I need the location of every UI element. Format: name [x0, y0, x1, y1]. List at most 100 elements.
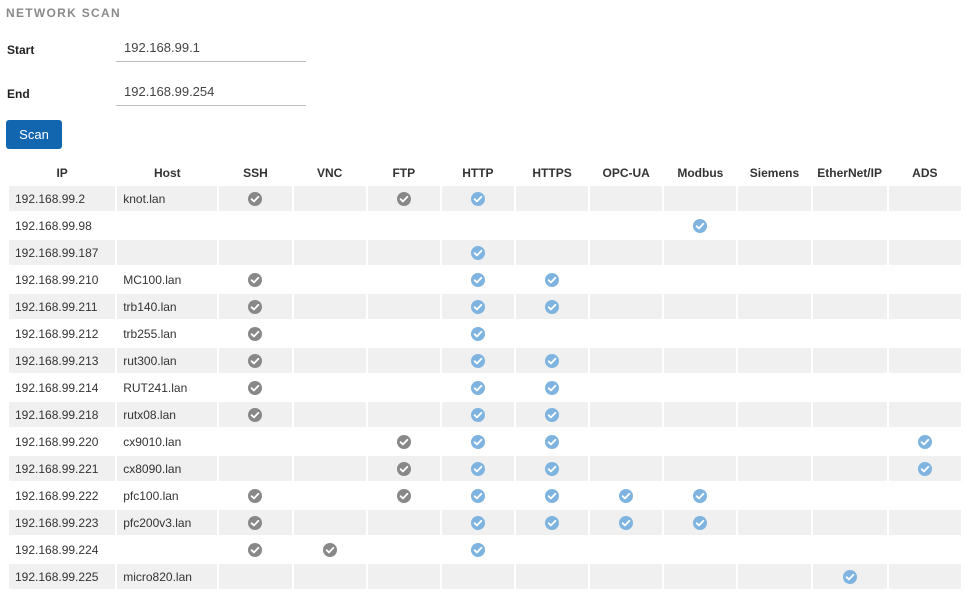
service-cell-siemens: [738, 374, 810, 401]
service-cell-modbus: [664, 401, 736, 428]
service-cell-http: [442, 239, 514, 266]
column-header-opc-ua: OPC-UA: [590, 160, 662, 185]
service-cell-ads: [889, 320, 961, 347]
check-icon: [471, 543, 485, 557]
column-header-ftp: FTP: [368, 160, 440, 185]
service-cell-siemens: [738, 482, 810, 509]
service-cell-ftp: [368, 347, 440, 374]
service-cell-vnc: [294, 185, 366, 212]
service-cell-ethernetip: [813, 320, 887, 347]
service-cell-ssh: [219, 185, 291, 212]
ip-cell: 192.168.99.187: [9, 239, 115, 266]
service-cell-ads: [889, 482, 961, 509]
check-icon: [248, 408, 262, 422]
column-header-http: HTTP: [442, 160, 514, 185]
service-cell-http: [442, 563, 514, 590]
service-cell-ethernetip: [813, 401, 887, 428]
service-cell-ssh: [219, 266, 291, 293]
service-cell-vnc: [294, 563, 366, 590]
service-cell-ssh: [219, 293, 291, 320]
start-ip-input[interactable]: [116, 34, 306, 62]
service-cell-https: [516, 428, 588, 455]
service-cell-vnc: [294, 266, 366, 293]
service-cell-vnc: [294, 401, 366, 428]
service-cell-siemens: [738, 185, 810, 212]
service-cell-vnc: [294, 212, 366, 239]
service-cell-siemens: [738, 320, 810, 347]
service-cell-http: [442, 320, 514, 347]
service-cell-ads: [889, 185, 961, 212]
check-icon: [471, 489, 485, 503]
service-cell-opcua: [590, 320, 662, 347]
check-icon: [545, 489, 559, 503]
ip-cell: 192.168.99.211: [9, 293, 115, 320]
check-icon: [248, 354, 262, 368]
check-icon: [619, 489, 633, 503]
check-icon: [693, 489, 707, 503]
service-cell-https: [516, 509, 588, 536]
check-icon: [471, 192, 485, 206]
table-row: 192.168.99.224: [9, 536, 961, 563]
check-icon: [471, 381, 485, 395]
service-cell-siemens: [738, 455, 810, 482]
service-cell-http: [442, 455, 514, 482]
service-cell-ssh: [219, 563, 291, 590]
service-cell-ftp: [368, 239, 440, 266]
service-cell-ethernetip: [813, 428, 887, 455]
service-cell-vnc: [294, 239, 366, 266]
scan-button[interactable]: Scan: [6, 120, 62, 149]
ip-cell: 192.168.99.218: [9, 401, 115, 428]
table-row: 192.168.99.211 trb140.lan: [9, 293, 961, 320]
service-cell-modbus: [664, 536, 736, 563]
service-cell-ethernetip: [813, 536, 887, 563]
service-cell-opcua: [590, 293, 662, 320]
check-icon: [471, 327, 485, 341]
column-header-ip: IP: [9, 160, 115, 185]
service-cell-http: [442, 266, 514, 293]
column-header-siemens: Siemens: [738, 160, 810, 185]
service-cell-ethernetip: [813, 266, 887, 293]
service-cell-ftp: [368, 428, 440, 455]
service-cell-opcua: [590, 536, 662, 563]
check-icon: [248, 192, 262, 206]
service-cell-siemens: [738, 401, 810, 428]
check-icon: [619, 516, 633, 530]
service-cell-vnc: [294, 320, 366, 347]
table-row: 192.168.99.214 RUT241.lan: [9, 374, 961, 401]
ip-cell: 192.168.99.212: [9, 320, 115, 347]
check-icon: [545, 408, 559, 422]
service-cell-ads: [889, 509, 961, 536]
check-icon: [397, 489, 411, 503]
service-cell-vnc: [294, 428, 366, 455]
check-icon: [693, 219, 707, 233]
service-cell-vnc: [294, 536, 366, 563]
host-cell: cx8090.lan: [117, 455, 217, 482]
service-cell-https: [516, 320, 588, 347]
service-cell-ftp: [368, 320, 440, 347]
check-icon: [545, 516, 559, 530]
service-cell-ads: [889, 536, 961, 563]
service-cell-ssh: [219, 239, 291, 266]
service-cell-ethernetip: [813, 347, 887, 374]
service-cell-ethernetip: [813, 239, 887, 266]
service-cell-http: [442, 185, 514, 212]
service-cell-ssh: [219, 455, 291, 482]
service-cell-ftp: [368, 563, 440, 590]
service-cell-modbus: [664, 455, 736, 482]
service-cell-vnc: [294, 374, 366, 401]
service-cell-http: [442, 293, 514, 320]
service-cell-opcua: [590, 185, 662, 212]
check-icon: [471, 246, 485, 260]
ip-cell: 192.168.99.223: [9, 509, 115, 536]
table-body: 192.168.99.2 knot.lan 192.168.99.98 192.168…: [9, 185, 961, 590]
service-cell-modbus: [664, 293, 736, 320]
service-cell-http: [442, 374, 514, 401]
start-label: Start: [7, 43, 34, 57]
service-cell-ssh: [219, 536, 291, 563]
service-cell-modbus: [664, 185, 736, 212]
service-cell-ethernetip: [813, 509, 887, 536]
check-icon: [545, 462, 559, 476]
end-ip-input[interactable]: [116, 78, 306, 106]
service-cell-modbus: [664, 374, 736, 401]
service-cell-opcua: [590, 347, 662, 374]
